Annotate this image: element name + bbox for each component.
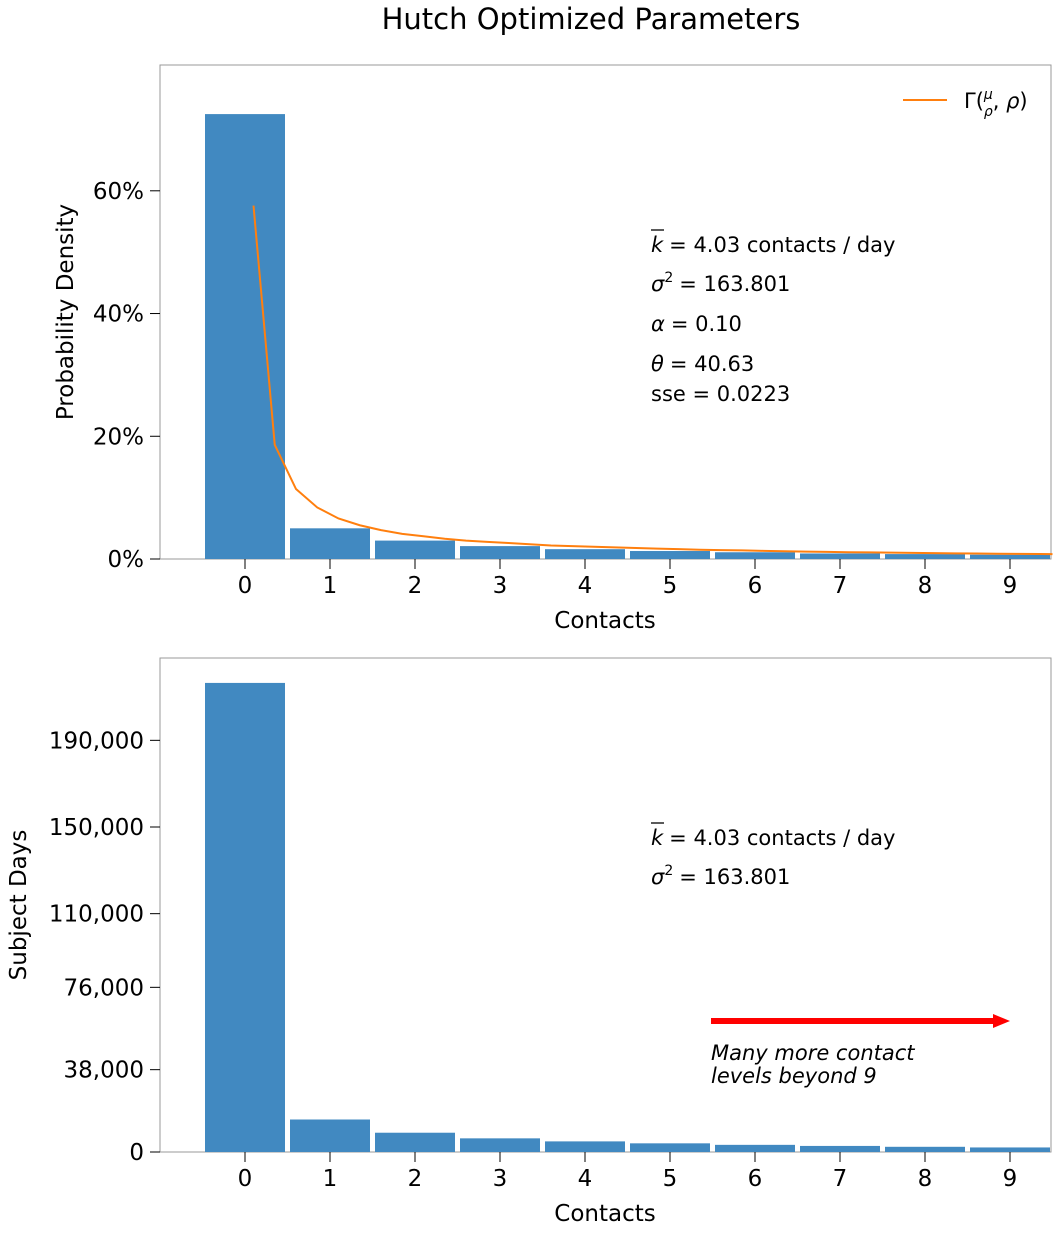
stat-mean: k = 4.03 contacts / day	[651, 233, 895, 257]
annotation-line-1: Many more contact	[711, 1041, 915, 1065]
subject-days-bar-1	[290, 1119, 370, 1152]
subject-days-x-tick-label: 4	[578, 1166, 593, 1192]
density-bar-2	[375, 540, 455, 559]
density-x-tick-label: 5	[663, 573, 678, 599]
subject-days-x-tick-label: 1	[323, 1166, 338, 1192]
subject-days-panel: 0 38,000 76,000 110,000 150,000 190,000 0 1 2 3 4…	[6, 657, 1052, 1227]
density-y-tick-label: 0%	[108, 547, 145, 573]
density-bar-4	[545, 549, 625, 559]
density-x-ticks: 0 1 2 3 4 5 6 7 8 9	[238, 559, 1018, 599]
stat-variance: σ2 = 163.801	[651, 270, 790, 296]
density-x-tick-label: 8	[918, 573, 933, 599]
density-x-tick-label: 3	[493, 573, 508, 599]
density-bar-7	[800, 553, 880, 559]
subject-days-y-tick-label: 38,000	[64, 1058, 144, 1084]
subject-days-x-tick-label: 5	[663, 1166, 678, 1192]
density-y-tick-label: 60%	[93, 179, 144, 205]
density-bar-1	[290, 528, 370, 559]
density-bar-0	[205, 114, 285, 559]
density-stats: k = 4.03 contacts / day σ2 = 163.801 α = 0.…	[651, 229, 895, 406]
density-y-axis-label: Probability Density	[53, 204, 79, 420]
right-arrow-icon	[993, 1014, 1010, 1028]
subject-days-bar-7	[800, 1145, 880, 1152]
subject-days-bar-5	[630, 1143, 710, 1152]
subject-days-y-tick-label: 0	[129, 1140, 144, 1166]
subject-days-bar-8	[885, 1146, 965, 1152]
subject-days-bar-6	[715, 1144, 795, 1152]
beyond-annotation: Many more contact levels beyond 9	[711, 1014, 1010, 1088]
subject-days-stats: k = 4.03 contacts / day σ2 = 163.801	[651, 822, 895, 889]
legend-gamma-label: Γ(μ ρ, ρ)	[964, 87, 1028, 120]
stat-sse: sse = 0.0223	[651, 382, 790, 406]
subject-days-x-tick-label: 2	[408, 1166, 423, 1192]
stat-mean: k = 4.03 contacts / day	[651, 826, 895, 850]
density-panel: 0% 20% 40% 60% 0 1 2 3 4 5 6 7 8 9 Contacts Probabil…	[53, 64, 1053, 634]
stat-alpha: α = 0.10	[651, 312, 742, 336]
density-bar-5	[630, 551, 710, 559]
subject-days-x-tick-label: 9	[1003, 1166, 1018, 1192]
density-x-tick-label: 1	[323, 573, 338, 599]
figure-title: Hutch Optimized Parameters	[382, 2, 801, 36]
subject-days-bar-3	[460, 1138, 540, 1152]
subject-days-x-axis-label: Contacts	[554, 1201, 655, 1227]
density-x-tick-label: 4	[578, 573, 593, 599]
density-x-tick-label: 9	[1003, 573, 1018, 599]
subject-days-x-tick-label: 3	[493, 1166, 508, 1192]
density-bar-3	[460, 546, 540, 559]
density-bars	[205, 114, 1050, 559]
annotation-line-2: levels beyond 9	[711, 1064, 877, 1088]
density-x-tick-label: 7	[833, 573, 848, 599]
density-legend: Γ(μ ρ, ρ)	[903, 87, 1028, 120]
density-x-axis-label: Contacts	[554, 608, 655, 634]
subject-days-x-ticks: 0 1 2 3 4 5 6 7 8 9	[238, 1152, 1018, 1192]
subject-days-y-tick-label: 76,000	[64, 975, 144, 1001]
density-bar-8	[885, 554, 965, 559]
subject-days-y-tick-label: 110,000	[49, 902, 144, 928]
subject-days-x-tick-label: 6	[748, 1166, 763, 1192]
subject-days-x-tick-label: 8	[918, 1166, 933, 1192]
density-bar-6	[715, 552, 795, 559]
subject-days-x-tick-label: 7	[833, 1166, 848, 1192]
density-y-ticks: 0% 20% 40% 60%	[93, 179, 160, 573]
subject-days-bar-0	[205, 682, 285, 1152]
subject-days-plot-frame	[159, 657, 1052, 1153]
density-x-tick-label: 0	[238, 573, 253, 599]
subject-days-bars	[205, 682, 1050, 1152]
subject-days-x-tick-label: 0	[238, 1166, 253, 1192]
density-x-tick-label: 6	[748, 573, 763, 599]
density-y-tick-label: 20%	[93, 424, 144, 450]
subject-days-y-tick-label: 150,000	[49, 815, 144, 841]
density-x-tick-label: 2	[408, 573, 423, 599]
subject-days-y-tick-label: 190,000	[49, 728, 144, 754]
stat-theta: θ = 40.63	[651, 352, 754, 376]
subject-days-bar-2	[375, 1132, 455, 1152]
subject-days-y-ticks: 0 38,000 76,000 110,000 150,000 190,000	[49, 728, 160, 1166]
gamma-fit-line	[252, 205, 1053, 556]
subject-days-bar-4	[545, 1141, 625, 1152]
subject-days-y-axis-label: Subject Days	[6, 830, 32, 981]
subject-days-bar-9	[970, 1147, 1050, 1152]
density-bar-9	[970, 554, 1050, 559]
stat-variance: σ2 = 163.801	[651, 863, 790, 889]
density-y-tick-label: 40%	[93, 302, 144, 328]
